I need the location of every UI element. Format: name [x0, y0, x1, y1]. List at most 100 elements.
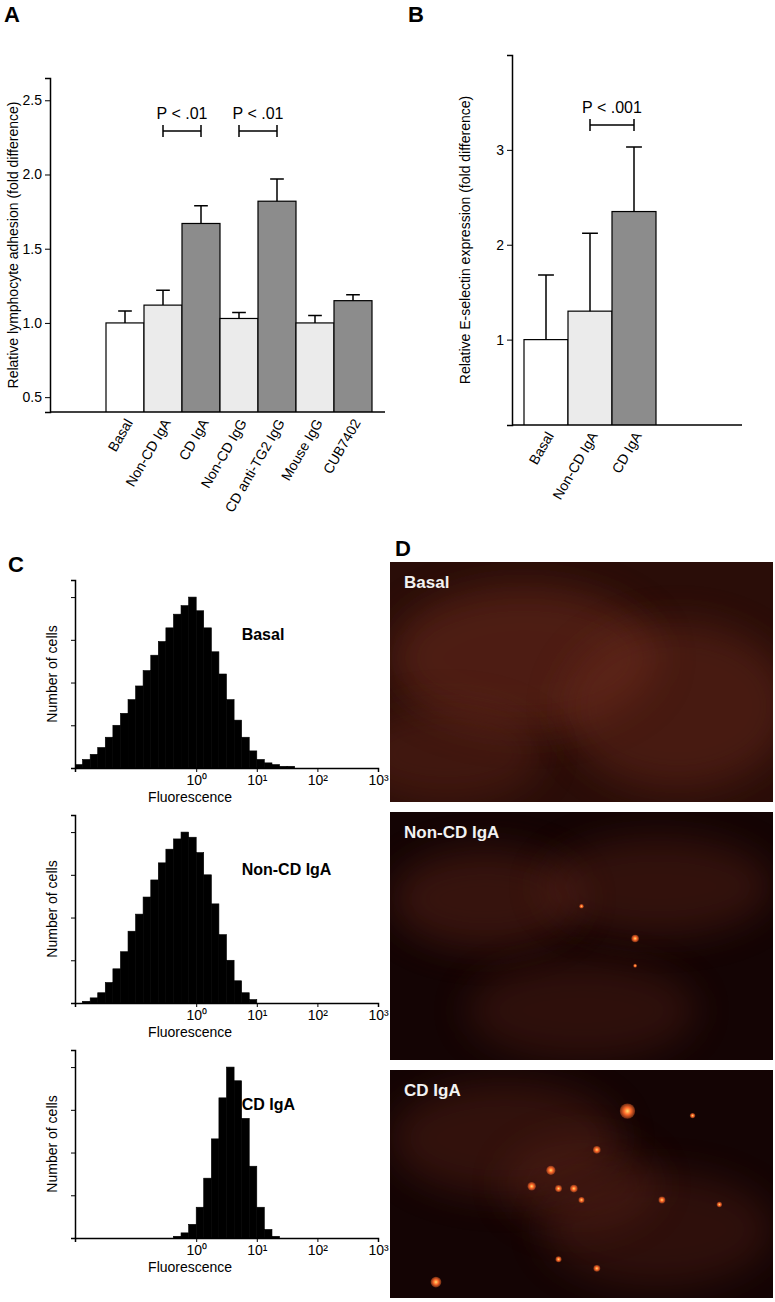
histogram-bar	[143, 897, 151, 1003]
fluorescent-spot	[546, 1166, 555, 1175]
tick-label: 10³	[368, 772, 389, 788]
histogram-bar	[98, 993, 106, 1003]
tick-label: 0.5	[23, 389, 43, 405]
bar	[524, 340, 568, 425]
tick: CD IgA	[175, 415, 212, 463]
tick: 1.0	[23, 315, 50, 331]
axis	[71, 1051, 76, 1239]
histogram-bar	[181, 832, 189, 1003]
histogram-bar	[98, 747, 106, 768]
image-area	[390, 812, 773, 1060]
bar	[296, 323, 334, 412]
tick-label: 2	[496, 237, 504, 253]
error-bar	[308, 316, 322, 323]
histogram-bar	[90, 754, 98, 768]
fluorescent-spot	[620, 1103, 635, 1118]
plot-area	[524, 147, 656, 425]
tick-mark	[71, 597, 75, 598]
bar	[568, 311, 612, 425]
tick	[71, 1110, 75, 1111]
tick-label: 1	[496, 332, 504, 348]
tick: Mouse IgG	[278, 416, 326, 483]
axis-line	[507, 56, 513, 426]
tick: 10⁰	[186, 768, 207, 788]
tick-label: 1.0	[23, 315, 43, 331]
histogram-bar	[128, 700, 136, 768]
histogram-bar	[166, 628, 174, 768]
tick-mark	[71, 1067, 75, 1068]
histogram-bar	[105, 982, 113, 1003]
x-axis-title: Fluorescence	[148, 1259, 232, 1275]
tick-mark	[71, 1003, 75, 1004]
tick-label: Basal	[104, 416, 135, 454]
annotation: P < .01	[233, 105, 284, 122]
histogram-bar	[257, 1207, 265, 1238]
panel-letter: A	[4, 2, 20, 27]
histogram-bar	[128, 931, 136, 1003]
tick: CD IgA	[608, 428, 645, 476]
image-haze	[562, 622, 773, 790]
axis: BasalNon-CD IgACD IgA	[525, 428, 645, 502]
tick-label: 10⁰	[186, 772, 207, 788]
histogram-bar	[173, 1236, 181, 1238]
tick-label: CD IgA	[175, 415, 212, 463]
annotation: P < .01	[157, 105, 208, 122]
bar	[612, 212, 656, 425]
tick: 10⁰	[186, 1238, 207, 1258]
error-bar	[194, 206, 208, 224]
bar	[220, 318, 258, 412]
error-bar	[346, 295, 360, 301]
tick-mark	[507, 150, 512, 151]
y-axis-title: Relative E-selectin expression (fold dif…	[457, 96, 473, 384]
bar-chart: 1 2 3 BasalNon-CD IgACD IgA Relative E-selec…	[457, 56, 742, 503]
histogram-bar	[189, 1224, 197, 1238]
fluorescent-spot	[555, 1256, 561, 1262]
histogram-bar	[287, 766, 295, 768]
panel-letter: D	[395, 536, 411, 561]
plot-area	[173, 1067, 279, 1238]
error-bar	[118, 311, 132, 323]
tick	[71, 1003, 75, 1004]
tick-label: Non-CD IgA	[549, 428, 601, 502]
tick: 10³	[368, 768, 389, 788]
image-label: Non-CD IgA	[404, 823, 499, 842]
tick-label: Basal	[525, 429, 556, 467]
tick-label: CD anti-TG2 IgG	[221, 416, 287, 515]
tick-mark	[507, 245, 512, 246]
tick: 10¹	[247, 1238, 268, 1258]
histogram-bar	[226, 960, 234, 1003]
histogram-bar	[219, 935, 227, 1003]
histogram-bar	[173, 839, 181, 1003]
micrograph: Basal	[352, 562, 775, 802]
histogram-bar	[249, 1166, 257, 1238]
tick-mark	[71, 832, 75, 833]
histogram-bar	[158, 642, 166, 768]
panel-letter: B	[408, 2, 424, 27]
bar	[258, 201, 296, 412]
error-bar	[270, 179, 284, 201]
tick	[71, 960, 75, 961]
histogram-bar	[204, 1178, 212, 1238]
significance-bracket	[239, 125, 277, 137]
image-area	[390, 562, 773, 802]
tick-mark	[71, 960, 75, 961]
error-bar	[538, 275, 554, 340]
tick: 10³	[368, 1238, 389, 1258]
fluorescent-spot	[690, 1113, 695, 1118]
tick: 3	[496, 142, 512, 158]
tick-label: 10³	[368, 1007, 389, 1023]
histogram-bar	[196, 611, 204, 768]
tick	[71, 768, 75, 769]
histogram-bar	[242, 993, 250, 1003]
series-label: Basal	[242, 626, 285, 643]
image-label: Basal	[404, 573, 449, 592]
error-bar	[626, 147, 642, 212]
histogram-bar	[166, 849, 174, 1003]
tick: 2	[496, 237, 512, 253]
histogram-bar	[264, 1229, 272, 1238]
fluorescent-spot	[717, 1202, 722, 1207]
histogram-bar	[136, 686, 144, 768]
tick-mark	[71, 768, 75, 769]
tick	[71, 832, 75, 833]
histogram-bar	[151, 880, 159, 1003]
